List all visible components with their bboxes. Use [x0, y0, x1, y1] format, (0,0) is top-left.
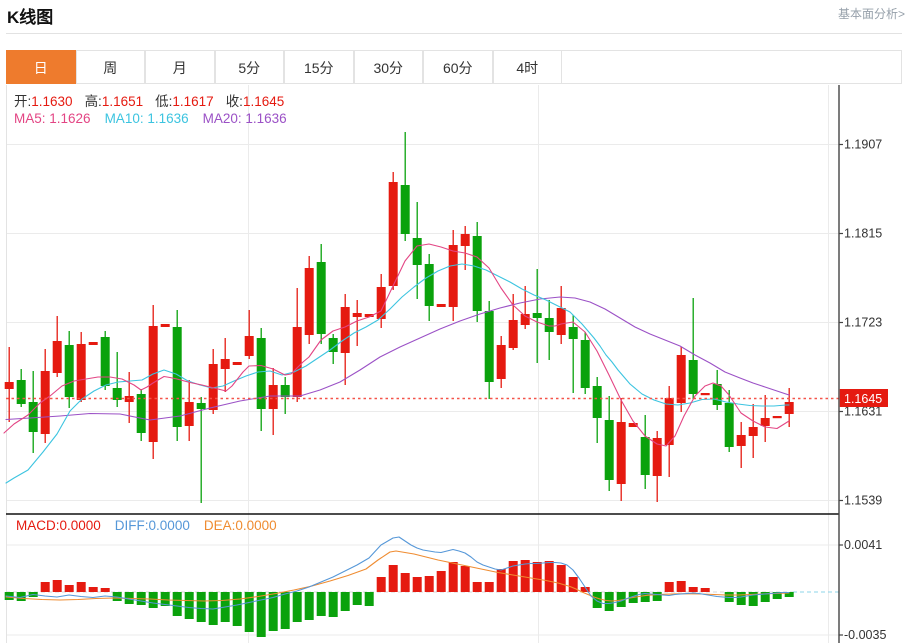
svg-text:1.1815: 1.1815	[844, 227, 882, 241]
svg-text:1.1907: 1.1907	[844, 138, 882, 152]
svg-text:1.1631: 1.1631	[844, 405, 882, 419]
svg-text:1.1539: 1.1539	[844, 494, 882, 508]
svg-text:1.1645: 1.1645	[844, 392, 882, 406]
svg-text:1.1723: 1.1723	[844, 316, 882, 330]
svg-text:-0.0035: -0.0035	[844, 628, 886, 642]
svg-text:0.0041: 0.0041	[844, 538, 882, 552]
